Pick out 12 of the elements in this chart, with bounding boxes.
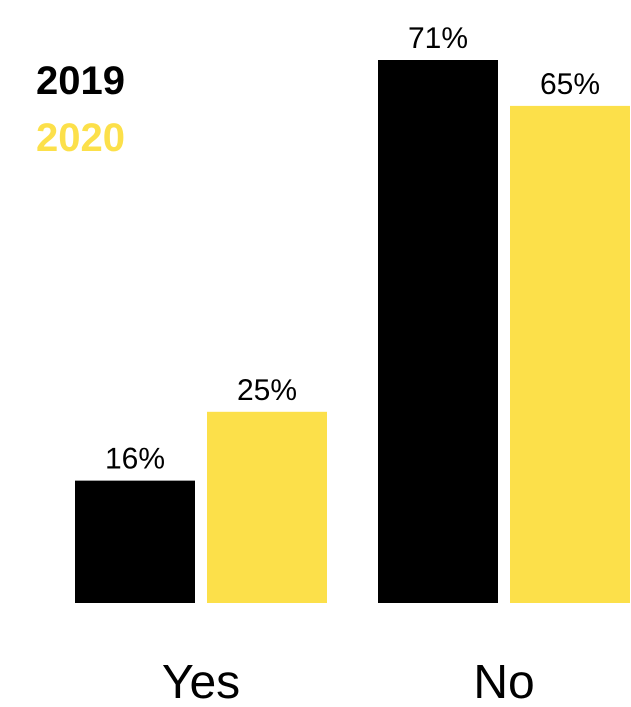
text: 2019 (36, 59, 125, 103)
bar (510, 106, 630, 603)
x-tick-label: No (473, 656, 535, 707)
text: 2020 (36, 116, 125, 160)
data-label: 16% (104, 442, 166, 476)
bar (378, 60, 498, 603)
x-tick-label: Yes (162, 656, 240, 707)
data-label: 65% (540, 68, 600, 101)
bar (75, 480, 195, 603)
data-label: 25% (236, 374, 298, 407)
data-label: 71% (408, 22, 468, 55)
bar (207, 412, 327, 603)
